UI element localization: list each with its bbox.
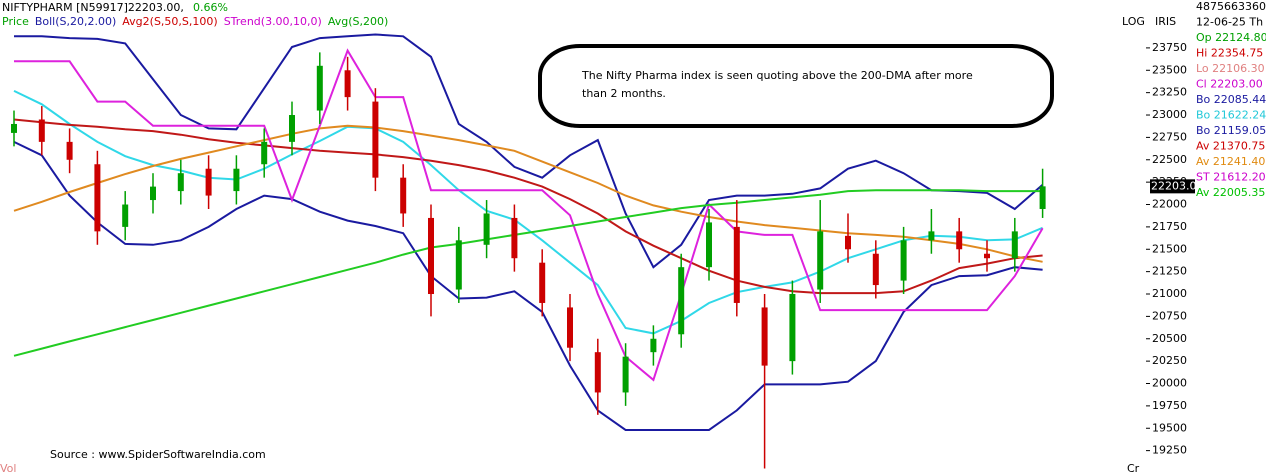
candle-body bbox=[872, 253, 879, 286]
indicator-line bbox=[13, 118, 1043, 295]
candle-body bbox=[678, 267, 685, 335]
info-item: Op 22124.80 bbox=[1196, 31, 1266, 44]
y-tick-label: 20750 bbox=[1152, 309, 1187, 322]
candle-body bbox=[845, 235, 851, 250]
y-tick-label: 21250 bbox=[1152, 265, 1187, 278]
y-tick-label: 23500 bbox=[1152, 63, 1187, 76]
info-item: Hi 22354.75 bbox=[1196, 47, 1263, 60]
candle-body bbox=[66, 141, 73, 160]
y-tick-label: 20250 bbox=[1152, 354, 1187, 367]
legend-entry: Boll(S,20,2.00) bbox=[35, 15, 116, 28]
info-item: 4875663360 bbox=[1196, 0, 1266, 13]
candle-body bbox=[400, 177, 407, 214]
info-item: Bo 21159.05 bbox=[1196, 124, 1266, 137]
legend-entry: Avg2(S,50,S,100) bbox=[122, 15, 217, 28]
scale-label: IRIS bbox=[1155, 15, 1176, 28]
info-item: Cl 22203.00 bbox=[1196, 78, 1263, 91]
scale-label: LOG bbox=[1122, 15, 1145, 28]
y-tick-label: 19750 bbox=[1152, 399, 1187, 412]
candle-body bbox=[261, 141, 268, 165]
candle-body bbox=[122, 204, 129, 227]
last-price-box bbox=[1150, 179, 1195, 194]
candle-body bbox=[956, 231, 963, 250]
indicator-line bbox=[13, 89, 1043, 335]
candle-body bbox=[733, 226, 740, 303]
legend-entry: Price bbox=[2, 15, 29, 28]
candle-body bbox=[1011, 231, 1018, 259]
info-item: Av 21370.75 bbox=[1196, 140, 1265, 153]
candle-body bbox=[94, 164, 101, 232]
annotation-text: The Nifty Pharma index is seen quoting a… bbox=[581, 69, 973, 82]
info-item: Lo 22106.30 bbox=[1196, 62, 1265, 75]
footer-label: Cr bbox=[1127, 462, 1140, 473]
y-tick-label: 20000 bbox=[1152, 377, 1187, 390]
y-tick-label: 23750 bbox=[1152, 41, 1187, 54]
y-tick-label: 22500 bbox=[1152, 153, 1187, 166]
candle-body bbox=[11, 123, 17, 133]
candle-body bbox=[761, 307, 768, 366]
candle-body bbox=[539, 262, 546, 303]
candle-body bbox=[1039, 186, 1046, 209]
y-tick-label: 21750 bbox=[1152, 220, 1187, 233]
candle-body bbox=[567, 307, 573, 348]
indicator-line bbox=[14, 48, 1044, 382]
candle-body bbox=[289, 115, 295, 142]
y-tick-label: 19500 bbox=[1152, 421, 1187, 434]
source: Source : www.SpiderSoftwareIndia.com bbox=[50, 448, 266, 461]
candle-body bbox=[789, 294, 796, 362]
candle-body bbox=[205, 168, 212, 196]
y-tick-label: 20500 bbox=[1152, 332, 1187, 345]
candle-body bbox=[316, 65, 323, 111]
indicator-line bbox=[13, 124, 1043, 263]
indicator-line bbox=[14, 33, 1044, 269]
info-item: Av 22005.35 bbox=[1196, 186, 1265, 199]
candle-body bbox=[177, 173, 184, 192]
info-item: Bo 21622.24 bbox=[1196, 109, 1266, 122]
indicator-line bbox=[13, 189, 1043, 357]
info-item: ST 21612.20 bbox=[1196, 171, 1266, 184]
y-tick-label: 21500 bbox=[1152, 242, 1187, 255]
candle-body bbox=[428, 217, 434, 295]
candle-body bbox=[483, 213, 490, 245]
candle-body bbox=[706, 222, 712, 268]
candle-body bbox=[984, 253, 990, 259]
annotation-text: than 2 months. bbox=[582, 87, 666, 100]
candle-body bbox=[455, 240, 462, 290]
candle-body bbox=[928, 231, 935, 241]
candle-body bbox=[233, 168, 240, 192]
candle-body bbox=[372, 101, 379, 178]
candle-body bbox=[511, 217, 518, 259]
candle-body bbox=[150, 186, 156, 201]
y-tick-label: 22750 bbox=[1152, 130, 1187, 143]
header-symbol: NIFTYPHARM [N59917]22203.00, bbox=[2, 1, 184, 14]
y-tick-label: 22000 bbox=[1152, 198, 1187, 211]
y-tick-label: 23000 bbox=[1152, 108, 1187, 121]
y-tick-label: 23250 bbox=[1152, 86, 1187, 99]
last-price-label: 22203.0 bbox=[1151, 179, 1197, 192]
y-tick-label: 19250 bbox=[1152, 444, 1187, 457]
candle-body bbox=[594, 352, 601, 393]
info-item: Bo 22085.44 bbox=[1196, 93, 1266, 106]
annotation-box bbox=[538, 44, 1054, 128]
indicator-line bbox=[13, 140, 1043, 431]
y-tick-label: 21000 bbox=[1152, 287, 1187, 300]
candle-body bbox=[900, 240, 907, 281]
candle-body bbox=[817, 231, 824, 290]
info-item: 12-06-25 Th bbox=[1196, 16, 1263, 29]
header-change: 0.66% bbox=[193, 1, 228, 14]
plot bbox=[11, 33, 1046, 469]
candle-body bbox=[622, 356, 629, 393]
candle-body bbox=[38, 119, 45, 142]
info-item: Av 21241.40 bbox=[1196, 155, 1265, 168]
legend: Price Boll(S,20,2.00) Avg2(S,50,S,100) STre… bbox=[2, 15, 388, 28]
legend-entry: STrend(3.00,10,0) bbox=[224, 15, 322, 28]
legend-entry: Avg(S,200) bbox=[328, 15, 388, 28]
candle-body bbox=[650, 338, 657, 353]
candle-body bbox=[344, 70, 351, 98]
footer-label: Vol bbox=[0, 462, 16, 473]
